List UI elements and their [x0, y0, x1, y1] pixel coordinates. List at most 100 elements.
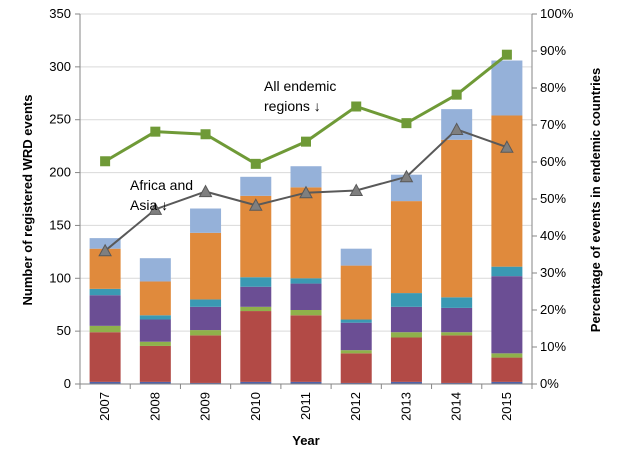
- y-right-tick-label: 20%: [540, 302, 566, 317]
- bar-segment: [190, 299, 222, 307]
- square-marker: [301, 136, 311, 147]
- bar-segment: [290, 310, 322, 316]
- y-right-tick-label: 30%: [540, 265, 566, 280]
- annotation-all-endemic-line1: All endemic: [264, 78, 336, 94]
- bar-segment: [491, 276, 523, 354]
- bar-segment: [190, 232, 222, 300]
- triangle-marker: [500, 140, 514, 153]
- bar-segment: [441, 307, 473, 333]
- bar-segment: [139, 345, 171, 382]
- triangle-marker: [98, 243, 112, 257]
- bar-segment: [340, 350, 372, 354]
- bar-segment: [240, 311, 272, 382]
- bar-segment: [89, 288, 121, 296]
- bar-segment: [89, 295, 121, 326]
- x-tick-label: 2015: [499, 392, 514, 421]
- y-tick-label: 350: [49, 6, 71, 21]
- bar-segment: [390, 306, 422, 333]
- bar-segment: [139, 381, 171, 384]
- square-marker: [100, 156, 111, 167]
- annotation-all-endemic-line2: regions ↓: [264, 98, 321, 114]
- bar-segment: [441, 335, 473, 383]
- bar-segment: [340, 322, 372, 351]
- square-marker: [401, 118, 412, 129]
- bar-segment: [290, 315, 322, 382]
- y-tick-label: 250: [49, 112, 71, 127]
- bar-segment: [340, 265, 372, 320]
- bar-segment: [491, 60, 523, 116]
- x-tick-label: 2007: [97, 392, 112, 421]
- bar-segment: [491, 353, 523, 358]
- triangle-marker: [299, 185, 313, 199]
- bar-segment: [139, 258, 171, 282]
- x-tick-label: 2009: [198, 392, 213, 421]
- bar-segment: [89, 381, 121, 384]
- bar-segment: [190, 208, 222, 233]
- bar-segment: [340, 248, 372, 266]
- bar-segment: [240, 277, 272, 287]
- bar-segment: [139, 341, 171, 346]
- bar-segment: [89, 325, 121, 333]
- bar-segment: [139, 319, 171, 342]
- bar-segment: [89, 238, 121, 249]
- bar-segment: [190, 382, 222, 384]
- y-tick-label: 100: [49, 270, 71, 285]
- bar-segment: [491, 381, 523, 384]
- bar-segment: [390, 293, 422, 307]
- bar-segment: [190, 306, 222, 331]
- square-marker: [200, 129, 211, 140]
- square-marker: [451, 89, 462, 100]
- bar-segment: [240, 286, 272, 307]
- bar-segment: [441, 382, 473, 384]
- triangle-marker: [198, 184, 213, 198]
- annotation-africa-asia-line2: Asia ↓: [130, 197, 168, 213]
- bar-segment: [441, 297, 473, 308]
- bar-segment: [390, 337, 422, 382]
- y-tick-label: 300: [49, 59, 71, 74]
- y-right-tick-label: 10%: [540, 339, 566, 354]
- x-tick-label: 2010: [248, 392, 263, 421]
- x-tick-label: 2008: [147, 392, 162, 421]
- square-marker: [250, 158, 261, 169]
- bar-segment: [240, 176, 272, 196]
- y-right-tick-label: 100%: [540, 6, 574, 21]
- bar-segment: [139, 281, 171, 316]
- bar-segment: [240, 306, 272, 312]
- bar-segment: [240, 381, 272, 384]
- annotation-africa-asia-line1: Africa and: [130, 177, 193, 193]
- bar-segment: [441, 139, 473, 298]
- bar-segment: [390, 381, 422, 384]
- bar-segment: [340, 353, 372, 383]
- bar-segment: [491, 357, 523, 382]
- y-right-tick-label: 0%: [540, 376, 559, 391]
- bar-segment: [290, 381, 322, 384]
- y-right-tick-label: 80%: [540, 80, 566, 95]
- bar-segment: [89, 332, 121, 382]
- y-tick-label: 150: [49, 217, 71, 232]
- bar-segment: [290, 283, 322, 310]
- y-axis-title: Number of registered WRD events: [20, 95, 35, 306]
- bar-segment: [340, 319, 372, 323]
- triangle-marker: [248, 198, 263, 211]
- bar-segment: [340, 382, 372, 384]
- bar-segment: [290, 166, 322, 188]
- x-tick-label: 2011: [298, 392, 313, 420]
- y-tick-label: 200: [49, 165, 71, 180]
- y-right-tick-label: 50%: [540, 191, 566, 206]
- y-right-axis-title: Percentage of events in endemic countrie…: [588, 68, 603, 332]
- triangle-marker: [148, 202, 163, 215]
- y-tick-label: 50: [57, 323, 71, 338]
- y-right-tick-label: 40%: [540, 228, 566, 243]
- bar-segment: [190, 335, 222, 383]
- y-right-tick-label: 70%: [540, 117, 566, 132]
- triangle-marker: [449, 122, 464, 135]
- bar-segment: [441, 332, 473, 336]
- x-tick-label: 2013: [398, 392, 413, 421]
- bar-segment: [390, 332, 422, 338]
- bar-segment: [491, 266, 523, 277]
- x-tick-label: 2014: [449, 392, 464, 421]
- bar-segment: [139, 315, 171, 320]
- square-marker: [501, 49, 512, 60]
